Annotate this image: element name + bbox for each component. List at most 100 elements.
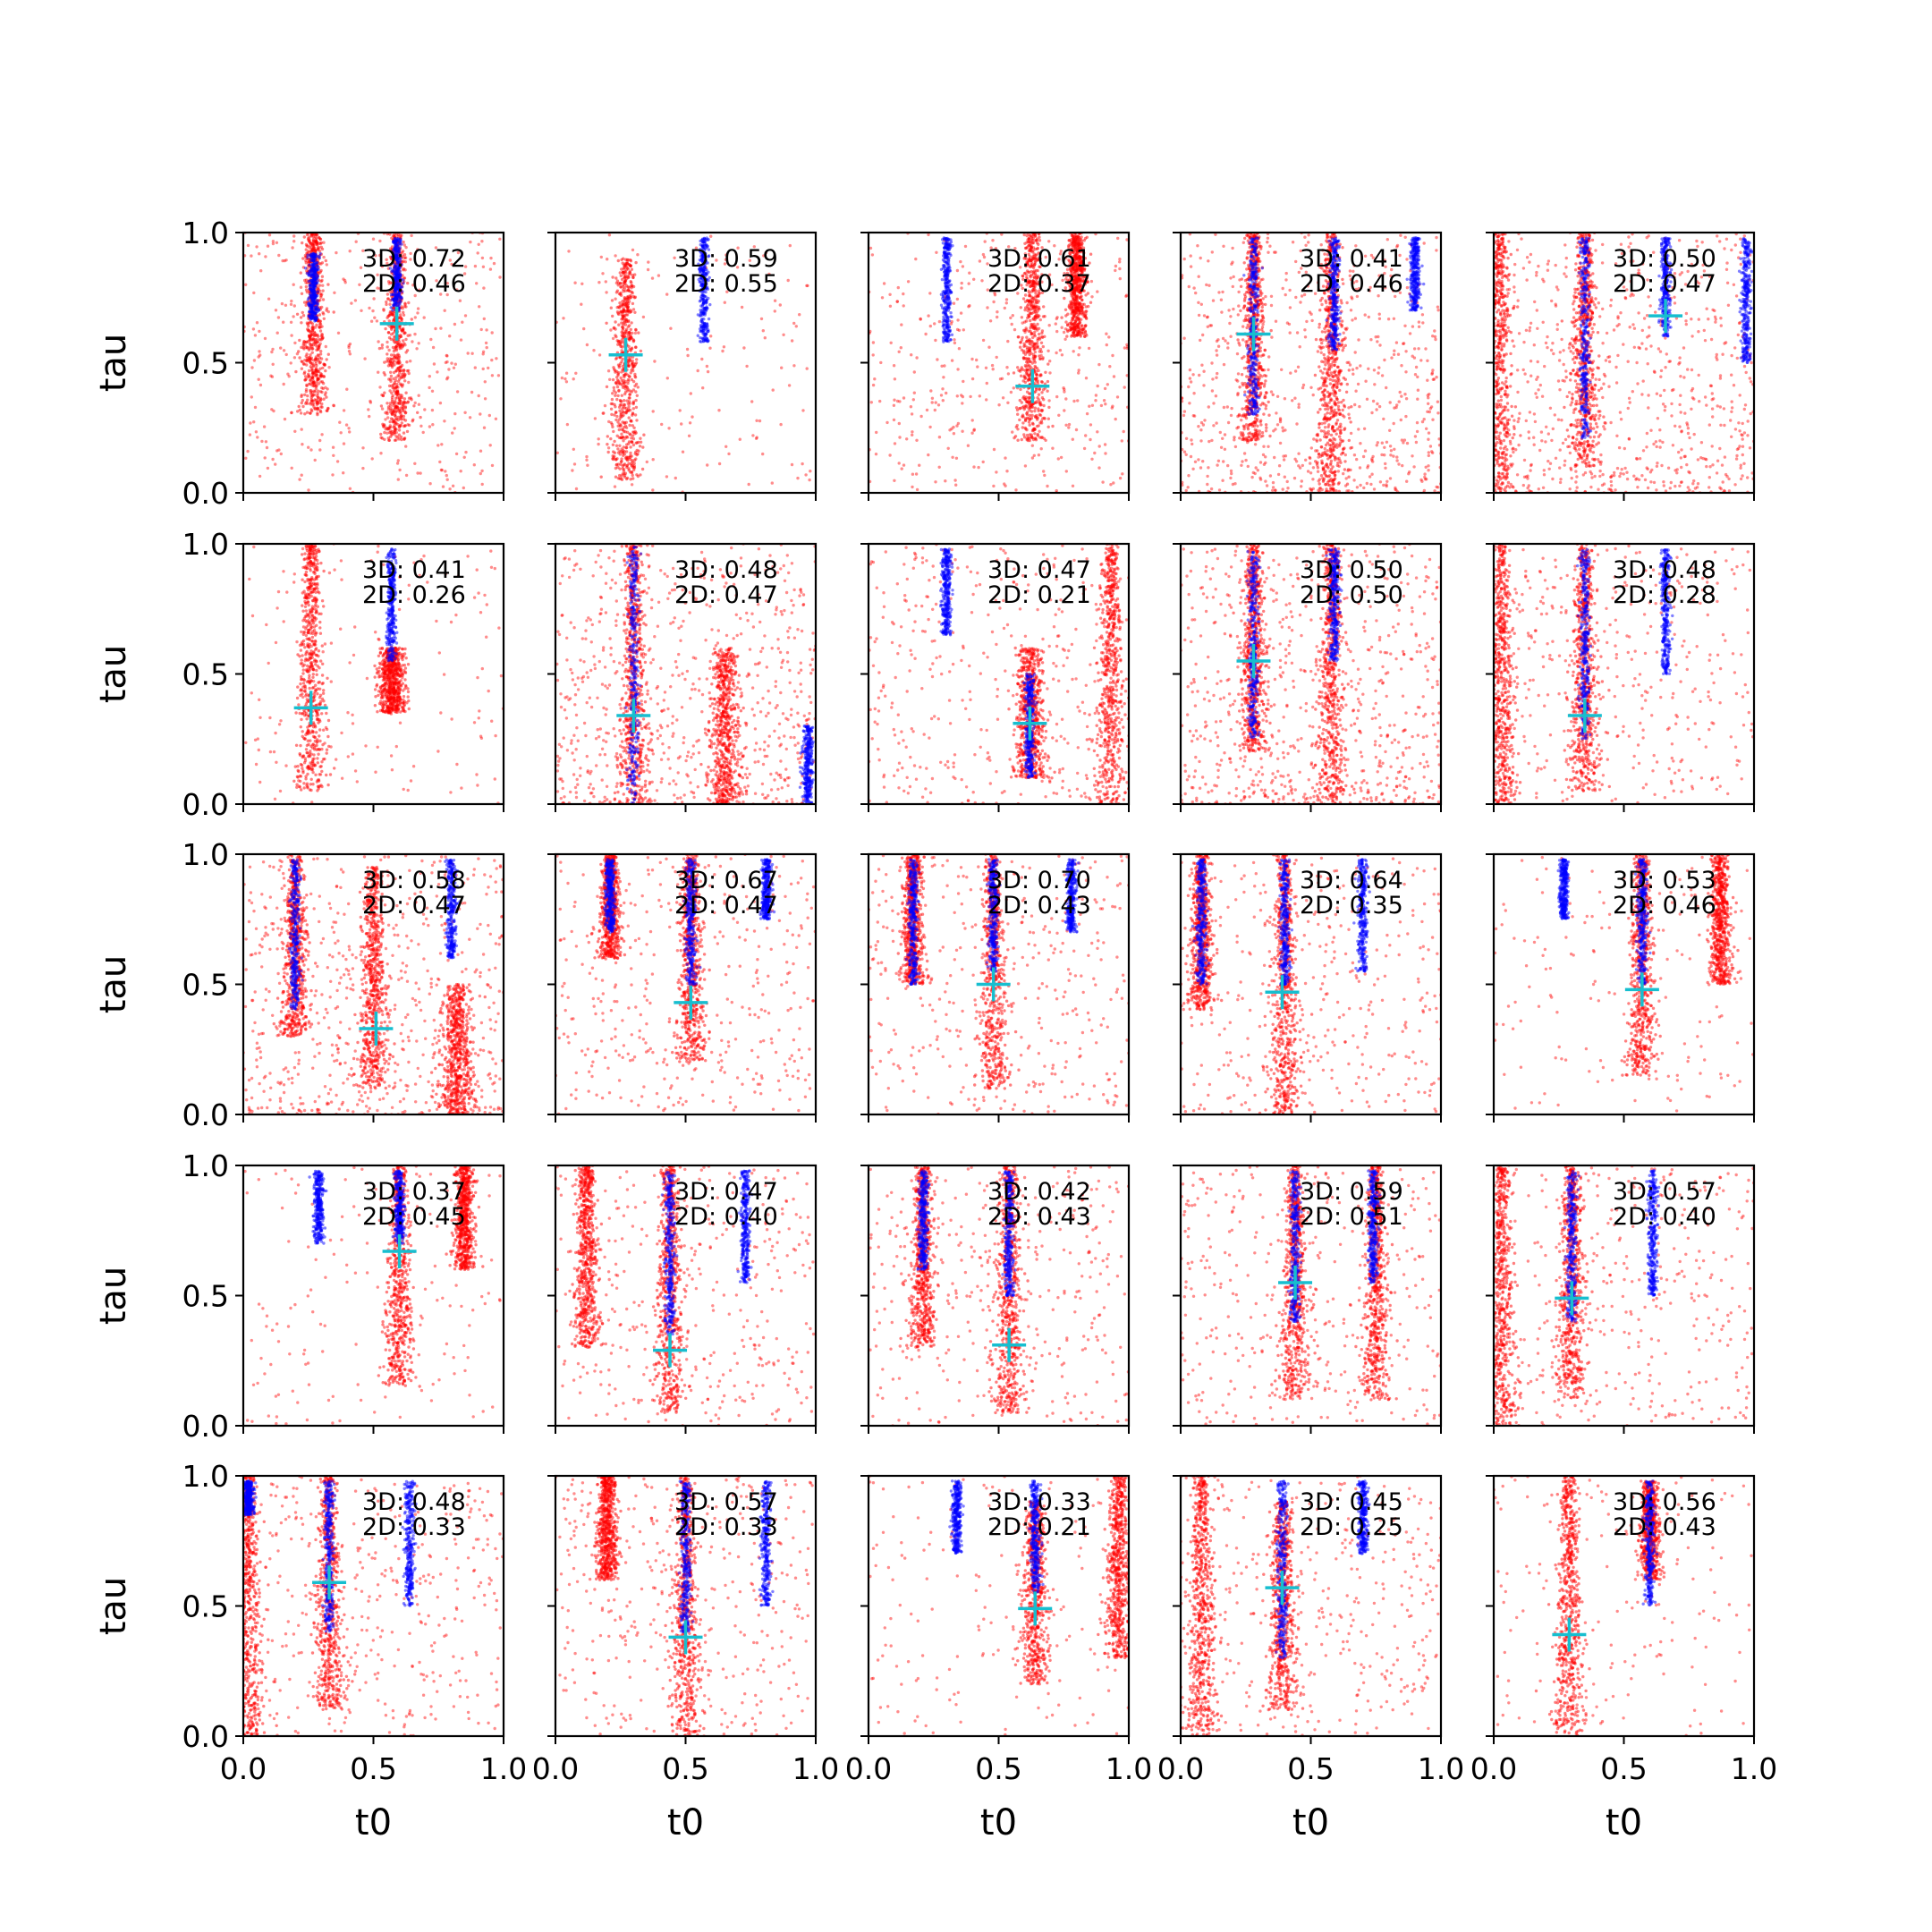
scatter-point — [572, 377, 575, 381]
scatter-point — [1025, 283, 1029, 287]
scatter-point — [715, 258, 718, 262]
scatter-point — [386, 340, 389, 344]
scatter-point — [302, 347, 306, 351]
scatter-point — [386, 292, 390, 296]
scatter-point — [309, 360, 312, 364]
scatter-point — [310, 380, 314, 384]
scatter-point — [956, 368, 960, 371]
scatter-point — [314, 284, 318, 288]
scatter-point — [630, 267, 634, 271]
scatter-point — [318, 448, 322, 452]
scatter-point — [629, 284, 632, 288]
scatter-point — [634, 441, 638, 445]
scatter-point — [955, 394, 960, 398]
scatter-point — [398, 468, 402, 472]
scatter-point — [910, 353, 913, 357]
scatter-point — [345, 387, 349, 391]
scatter-point — [369, 319, 374, 323]
scatter-point — [264, 255, 267, 258]
scatter-point — [394, 369, 398, 373]
scatter-point — [940, 364, 944, 368]
scatter-point — [258, 474, 262, 479]
scatter-point — [972, 465, 976, 469]
scatter-point — [419, 471, 422, 475]
scatter-point — [1026, 362, 1030, 366]
scatter-point — [782, 333, 785, 336]
scatter-point — [614, 381, 618, 385]
scatter-point — [620, 370, 623, 374]
scatter-point — [422, 316, 426, 319]
scatter-point — [402, 332, 406, 335]
scatter-point — [370, 457, 374, 461]
scatter-point — [1035, 276, 1039, 280]
scatter-point — [1031, 422, 1035, 426]
scatter-point — [1055, 351, 1058, 355]
scatter-point — [613, 439, 616, 444]
scatter-point — [435, 279, 438, 283]
scatter-point — [1088, 404, 1091, 408]
scatter-point — [1022, 404, 1026, 409]
scatter-point — [618, 398, 623, 402]
scatter-point — [717, 462, 722, 466]
scatter-point — [342, 471, 345, 475]
scatter-point — [483, 380, 487, 384]
scatter-point — [304, 402, 308, 405]
scatter-point — [937, 436, 942, 439]
scatter-point — [399, 366, 402, 369]
scatter-point — [271, 240, 275, 243]
scatter-point — [290, 334, 293, 337]
scatter-point — [298, 478, 301, 481]
scatter-point — [727, 452, 731, 456]
scatter-point — [614, 418, 618, 422]
scatter-point — [402, 373, 406, 377]
scatter-point — [318, 374, 323, 377]
scatter-point — [914, 257, 918, 261]
scatter-point — [611, 336, 615, 341]
scatter-point — [375, 319, 379, 323]
scatter-point — [1023, 293, 1028, 297]
scatter-point — [674, 476, 677, 480]
scatter-point — [291, 246, 294, 250]
scatter-point — [639, 436, 642, 440]
scatter-point — [869, 246, 873, 250]
scatter-point — [1030, 263, 1034, 267]
scatter-point — [699, 284, 703, 287]
scatter-point — [307, 369, 311, 373]
scatter-point — [263, 456, 267, 460]
scatter-point — [1023, 380, 1028, 385]
scatter-point — [413, 462, 417, 465]
scatter-point — [630, 436, 633, 440]
annotation-3d: 3D: 0.72 — [362, 245, 466, 273]
scatter-point — [560, 376, 564, 380]
scatter-point — [963, 244, 968, 249]
scatter-point — [1074, 428, 1079, 432]
scatter-point — [1038, 332, 1041, 336]
scatter-point — [935, 250, 938, 254]
scatter-point — [966, 444, 970, 447]
scatter-point — [1085, 411, 1089, 416]
scatter-point — [318, 352, 323, 356]
scatter-point — [871, 341, 876, 344]
scatter-point — [386, 261, 389, 266]
scatter-point — [1040, 291, 1045, 294]
scatter-point — [706, 244, 709, 248]
scatter-point — [615, 339, 619, 343]
scatter-point — [342, 409, 346, 412]
scatter-point — [403, 302, 407, 306]
scatter-point — [371, 237, 376, 241]
scatter-point — [314, 385, 318, 388]
scatter-point — [259, 269, 263, 273]
scatter-point — [952, 425, 955, 429]
scatter-point — [300, 428, 303, 431]
scatter-point — [306, 398, 309, 402]
scatter-point — [1055, 394, 1059, 399]
scatter-point — [309, 279, 313, 283]
scatter-point — [371, 309, 375, 313]
scatter-point — [272, 409, 275, 413]
scatter-point — [626, 275, 630, 278]
scatter-point — [912, 391, 916, 394]
scatter-point — [1055, 316, 1059, 319]
scatter-point — [317, 255, 320, 258]
scatter-point — [616, 284, 620, 287]
scatter-point — [314, 310, 318, 315]
